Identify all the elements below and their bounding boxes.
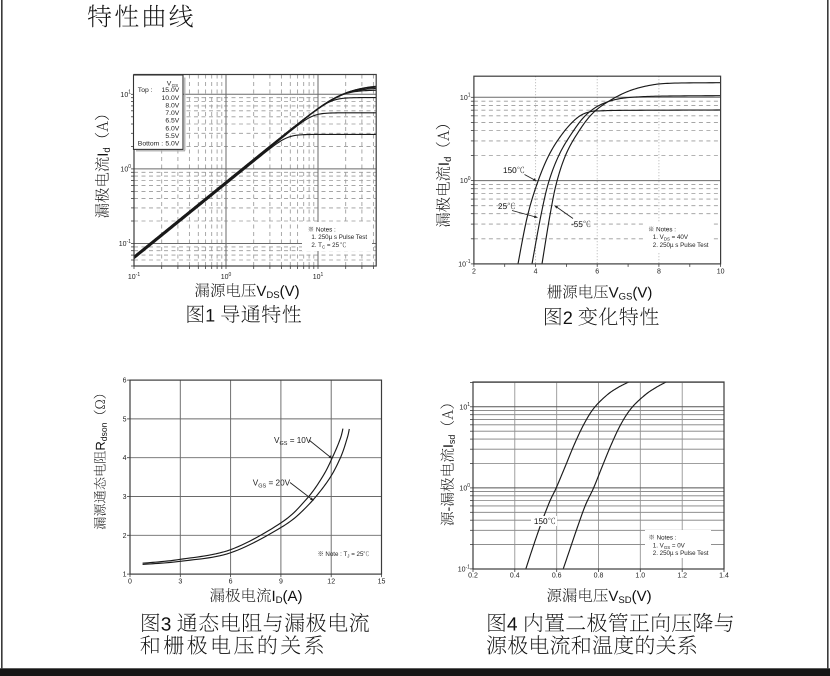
svg-text:100: 100 <box>120 164 131 173</box>
svg-text:2: 2 <box>123 533 127 540</box>
svg-text:6: 6 <box>123 378 127 385</box>
svg-text:7.0V: 7.0V <box>165 110 179 117</box>
svg-text:VGS = 20V: VGS = 20V <box>253 479 291 490</box>
svg-text:10-1: 10-1 <box>458 259 470 268</box>
svg-text:VGS = 10V: VGS = 10V <box>274 436 312 447</box>
svg-text:Bottom :: Bottom : <box>138 141 163 148</box>
svg-text:GS: GS <box>172 83 179 88</box>
svg-text:10-1: 10-1 <box>458 564 470 573</box>
svg-text:5.0V: 5.0V <box>165 141 179 148</box>
svg-text:10: 10 <box>717 269 725 276</box>
svg-text:100: 100 <box>459 483 470 492</box>
svg-text:15.0V: 15.0V <box>162 87 180 94</box>
svg-text:101: 101 <box>460 93 471 102</box>
svg-text:100: 100 <box>460 176 471 185</box>
svg-text:V: V <box>167 81 172 88</box>
svg-text:Top :: Top : <box>138 87 153 94</box>
svg-text:100: 100 <box>221 272 232 281</box>
svg-text:3: 3 <box>123 494 127 501</box>
svg-text:5.5V: 5.5V <box>165 133 179 140</box>
svg-text:1. VDS = 40V: 1. VDS = 40V <box>653 234 689 242</box>
svg-text:4: 4 <box>123 455 127 462</box>
svg-text:0.8: 0.8 <box>594 573 604 580</box>
svg-text:12: 12 <box>327 579 335 586</box>
svg-text:1. 250µ s Pulse Test: 1. 250µ s Pulse Test <box>311 234 367 241</box>
svg-text:2: 2 <box>472 269 476 276</box>
svg-text:2. TC = 25: 2. TC = 25 <box>311 242 339 250</box>
svg-text:1.0: 1.0 <box>635 573 645 580</box>
svg-text:0.6: 0.6 <box>552 573 562 580</box>
svg-text:2. 250µ s Pulse Test: 2. 250µ s Pulse Test <box>653 550 709 557</box>
svg-text:4: 4 <box>534 269 538 276</box>
svg-text:101: 101 <box>459 402 470 411</box>
svg-text:8.0V: 8.0V <box>165 102 179 109</box>
svg-text:0.4: 0.4 <box>510 573 520 580</box>
svg-text:0.2: 0.2 <box>468 573 478 580</box>
svg-text:8: 8 <box>657 269 661 276</box>
svg-text:2. 250µ s Pulse Test: 2. 250µ s Pulse Test <box>653 242 709 249</box>
svg-text:1.2: 1.2 <box>677 573 687 580</box>
svg-text:6.5V: 6.5V <box>165 118 179 125</box>
svg-text:6: 6 <box>229 579 233 586</box>
svg-text:3: 3 <box>178 579 182 586</box>
svg-text:Note : TJ = 25: Note : TJ = 25 <box>325 551 364 559</box>
svg-text:6: 6 <box>595 269 599 276</box>
svg-text:9: 9 <box>279 579 283 586</box>
svg-text:15: 15 <box>378 579 386 586</box>
svg-text:1.4: 1.4 <box>719 573 729 580</box>
svg-text:1: 1 <box>123 572 127 579</box>
svg-text:101: 101 <box>313 272 324 281</box>
svg-text:6.0V: 6.0V <box>165 125 179 132</box>
svg-text:101: 101 <box>120 90 131 99</box>
svg-text:10-1: 10-1 <box>119 239 131 248</box>
svg-text:5: 5 <box>123 416 127 423</box>
svg-text:10.0V: 10.0V <box>162 95 180 102</box>
svg-text:1. VGS = 0V: 1. VGS = 0V <box>653 543 686 551</box>
svg-text:0: 0 <box>128 579 132 586</box>
svg-text:10-1: 10-1 <box>128 272 140 281</box>
